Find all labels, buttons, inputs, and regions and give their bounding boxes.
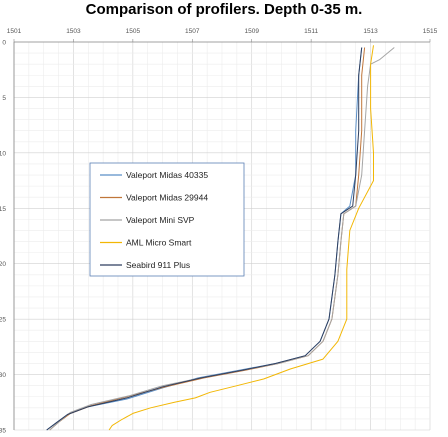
series-layer — [46, 45, 395, 431]
series-line-5 — [46, 47, 363, 431]
y-tick-label: 0 — [2, 40, 6, 47]
y-tick-label: 15 — [0, 206, 6, 213]
legend-label: Valeport Midas 40335 — [126, 170, 208, 180]
axes: 1501 1503 1505 1507 1509 1511 1513 1515 0 5 10 15 20… — [0, 28, 438, 435]
chart-title: Comparison of profilers. Depth 0-35 m. — [85, 1, 363, 18]
x-tick-label: 1511 — [304, 28, 318, 35]
legend-label: Valeport Mini SVP — [126, 215, 195, 225]
y-tick-label: 10 — [0, 150, 6, 157]
y-tick-label: 35 — [0, 428, 6, 435]
x-tick-label: 1509 — [244, 28, 259, 35]
y-tick-label: 20 — [0, 261, 6, 268]
series-line-4 — [108, 45, 374, 431]
legend: Valeport Midas 40335 Valeport Midas 29944… — [89, 162, 245, 277]
y-tick-label: 25 — [0, 317, 6, 324]
x-tick-label: 1503 — [66, 28, 81, 35]
x-tick-label: 1505 — [126, 28, 141, 35]
legend-label: Valeport Midas 29944 — [126, 193, 208, 203]
y-tick-label: 30 — [0, 372, 6, 379]
x-tick-label: 1501 — [7, 28, 22, 35]
legend-label: AML Micro Smart — [126, 238, 192, 248]
x-tick-label: 1513 — [363, 28, 378, 35]
x-tick-label: 1507 — [185, 28, 200, 35]
legend-label: Seabird 911 Plus — [126, 260, 190, 270]
y-tick-label: 5 — [2, 95, 6, 102]
series-line-3 — [49, 47, 395, 431]
x-tick-label: 1515 — [423, 28, 438, 35]
